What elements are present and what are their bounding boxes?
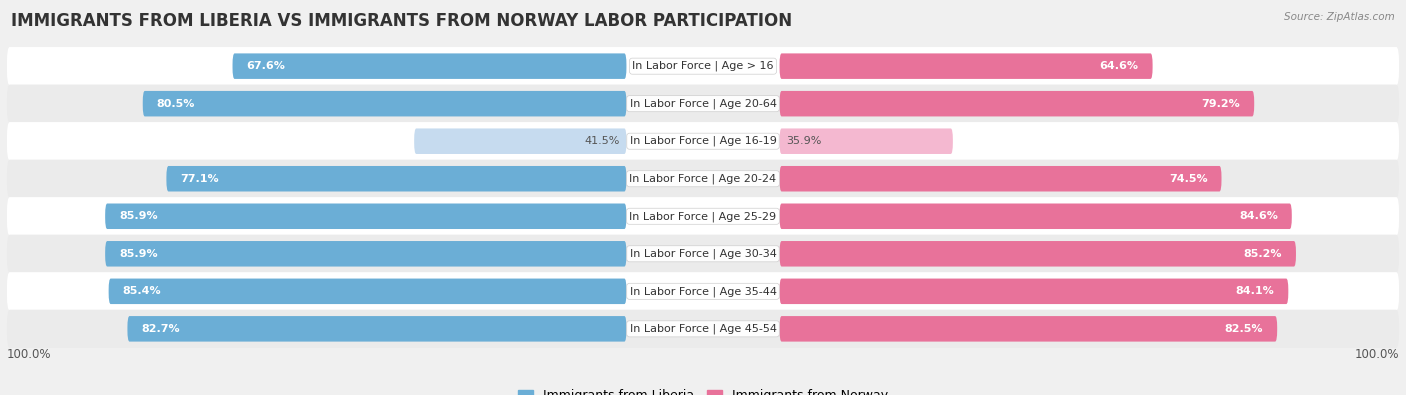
Text: In Labor Force | Age 20-24: In Labor Force | Age 20-24 bbox=[630, 173, 776, 184]
Text: 85.4%: 85.4% bbox=[122, 286, 162, 296]
FancyBboxPatch shape bbox=[415, 128, 627, 154]
Text: 84.6%: 84.6% bbox=[1239, 211, 1278, 221]
FancyBboxPatch shape bbox=[779, 316, 1277, 342]
FancyBboxPatch shape bbox=[779, 203, 1292, 229]
FancyBboxPatch shape bbox=[166, 166, 627, 192]
Text: 85.2%: 85.2% bbox=[1243, 249, 1282, 259]
Text: In Labor Force | Age 35-44: In Labor Force | Age 35-44 bbox=[630, 286, 776, 297]
FancyBboxPatch shape bbox=[779, 91, 1254, 117]
Text: 82.5%: 82.5% bbox=[1225, 324, 1263, 334]
Text: In Labor Force | Age 45-54: In Labor Force | Age 45-54 bbox=[630, 324, 776, 334]
Text: 35.9%: 35.9% bbox=[786, 136, 823, 146]
Text: 67.6%: 67.6% bbox=[246, 61, 285, 71]
FancyBboxPatch shape bbox=[128, 316, 627, 342]
FancyBboxPatch shape bbox=[7, 272, 1399, 310]
Text: Source: ZipAtlas.com: Source: ZipAtlas.com bbox=[1284, 12, 1395, 22]
Text: 74.5%: 74.5% bbox=[1168, 174, 1208, 184]
Text: 100.0%: 100.0% bbox=[7, 348, 52, 361]
FancyBboxPatch shape bbox=[108, 278, 627, 304]
Text: In Labor Force | Age 25-29: In Labor Force | Age 25-29 bbox=[630, 211, 776, 222]
FancyBboxPatch shape bbox=[7, 122, 1399, 160]
FancyBboxPatch shape bbox=[143, 91, 627, 117]
FancyBboxPatch shape bbox=[7, 47, 1399, 85]
Text: In Labor Force | Age 16-19: In Labor Force | Age 16-19 bbox=[630, 136, 776, 147]
FancyBboxPatch shape bbox=[779, 241, 1296, 267]
FancyBboxPatch shape bbox=[7, 85, 1399, 123]
Text: In Labor Force | Age > 16: In Labor Force | Age > 16 bbox=[633, 61, 773, 71]
Text: 85.9%: 85.9% bbox=[120, 211, 157, 221]
FancyBboxPatch shape bbox=[7, 235, 1399, 273]
Text: 79.2%: 79.2% bbox=[1202, 99, 1240, 109]
FancyBboxPatch shape bbox=[779, 128, 953, 154]
FancyBboxPatch shape bbox=[779, 166, 1222, 192]
FancyBboxPatch shape bbox=[7, 310, 1399, 348]
Text: 41.5%: 41.5% bbox=[583, 136, 620, 146]
Text: 84.1%: 84.1% bbox=[1236, 286, 1274, 296]
Text: In Labor Force | Age 20-64: In Labor Force | Age 20-64 bbox=[630, 98, 776, 109]
FancyBboxPatch shape bbox=[232, 53, 627, 79]
FancyBboxPatch shape bbox=[779, 278, 1288, 304]
Text: 100.0%: 100.0% bbox=[1354, 348, 1399, 361]
Text: 64.6%: 64.6% bbox=[1099, 61, 1139, 71]
FancyBboxPatch shape bbox=[105, 241, 627, 267]
FancyBboxPatch shape bbox=[779, 53, 1153, 79]
Text: 77.1%: 77.1% bbox=[180, 174, 219, 184]
FancyBboxPatch shape bbox=[7, 160, 1399, 198]
FancyBboxPatch shape bbox=[105, 203, 627, 229]
Text: 85.9%: 85.9% bbox=[120, 249, 157, 259]
FancyBboxPatch shape bbox=[7, 197, 1399, 235]
Text: IMMIGRANTS FROM LIBERIA VS IMMIGRANTS FROM NORWAY LABOR PARTICIPATION: IMMIGRANTS FROM LIBERIA VS IMMIGRANTS FR… bbox=[11, 12, 793, 30]
Text: 82.7%: 82.7% bbox=[142, 324, 180, 334]
Text: In Labor Force | Age 30-34: In Labor Force | Age 30-34 bbox=[630, 248, 776, 259]
Legend: Immigrants from Liberia, Immigrants from Norway: Immigrants from Liberia, Immigrants from… bbox=[513, 384, 893, 395]
Text: 80.5%: 80.5% bbox=[156, 99, 195, 109]
